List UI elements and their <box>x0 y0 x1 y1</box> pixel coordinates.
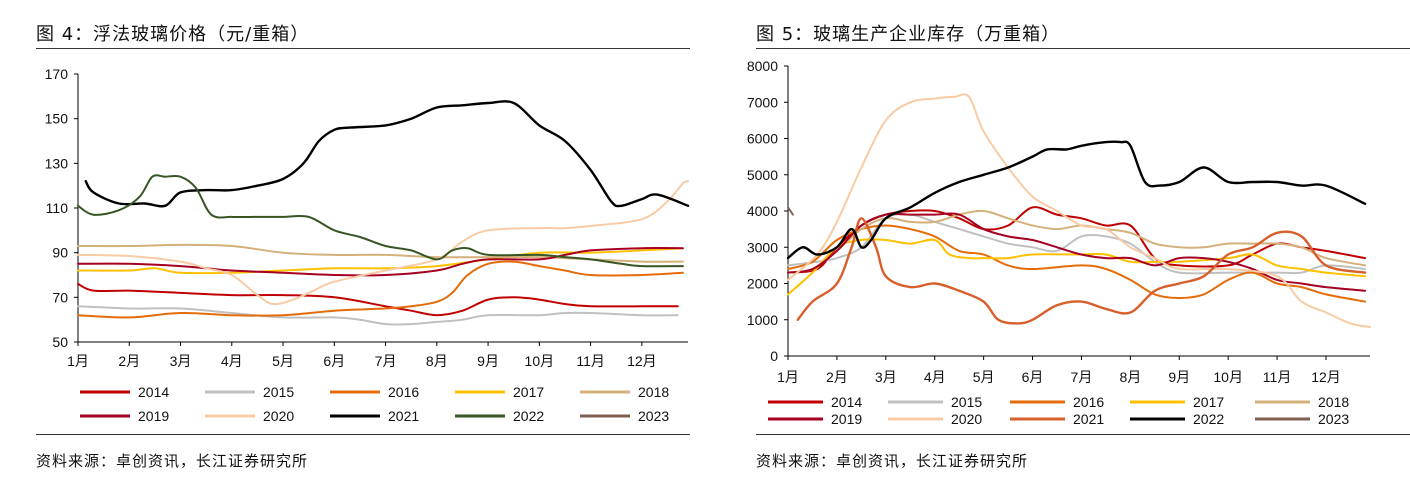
x-tick-label: 8月 <box>426 353 448 369</box>
series-line-2017 <box>77 247 684 275</box>
y-tick-label: 110 <box>46 200 69 216</box>
legend-label-2015: 2015 <box>263 384 294 400</box>
series-line-2020 <box>77 180 689 306</box>
legend-label-2014: 2014 <box>831 394 862 410</box>
left-figure: 图 4：浮法玻璃价格（元/重箱） 50 70 90 110 130 150 170 1月 2月 3… <box>0 0 690 482</box>
y-tick-label: 4000 <box>747 203 778 219</box>
series-line-2021 <box>84 100 690 208</box>
series-line-2016 <box>77 260 684 319</box>
x-tick-label: 10月 <box>1213 369 1243 385</box>
y-tick-label: 170 <box>45 66 69 82</box>
series-line-2022 <box>786 140 1367 260</box>
y-tick-label: 3000 <box>747 239 778 255</box>
source-note: 资料来源：卓创资讯，长江证券研究所 <box>36 452 309 470</box>
right-figure: 图 5：玻璃生产企业库存（万重箱） 0 1000 2000 3000 4000 5000 6… <box>720 0 1410 482</box>
legend-label-2023: 2023 <box>638 408 669 424</box>
y-tick-label: 0 <box>770 348 778 364</box>
series-line-2017 <box>787 238 1367 296</box>
legend-label-2018: 2018 <box>638 384 669 400</box>
x-tick-label: 6月 <box>1022 369 1044 385</box>
y-tick-label: 8000 <box>747 58 778 74</box>
legend-label-2023: 2023 <box>1318 411 1349 427</box>
legend-label-2016: 2016 <box>388 384 419 400</box>
x-tick-label: 3月 <box>170 353 192 369</box>
title-divider <box>36 48 690 49</box>
title-divider <box>756 48 1410 49</box>
y-tick-label: 50 <box>52 334 68 350</box>
source-note: 资料来源：卓创资讯，长江证券研究所 <box>756 452 1029 470</box>
series-line-2019 <box>787 212 1367 292</box>
bottom-divider <box>36 434 690 435</box>
x-tick-label: 2月 <box>826 369 848 385</box>
x-tick-label: 6月 <box>323 353 345 369</box>
x-tick-label: 12月 <box>1311 369 1341 385</box>
x-tick-label: 1月 <box>777 369 799 385</box>
series-line-2022 <box>77 174 684 268</box>
legend-label-2020: 2020 <box>263 408 294 424</box>
legend-label-2017: 2017 <box>513 384 544 400</box>
legend-label-2016: 2016 <box>1073 394 1104 410</box>
legend-label-2020: 2020 <box>951 411 982 427</box>
x-tick-label: 7月 <box>1071 369 1093 385</box>
y-tick-label: 130 <box>45 155 69 171</box>
legend-label-2021: 2021 <box>388 408 419 424</box>
x-tick-label: 9月 <box>1168 369 1190 385</box>
x-tick-label: 8月 <box>1119 369 1141 385</box>
x-tick-label: 3月 <box>875 369 897 385</box>
series-line-2023 <box>787 206 794 216</box>
y-tick-label: 6000 <box>747 131 778 147</box>
series-line-2014 <box>77 282 679 317</box>
legend-label-2022: 2022 <box>513 408 544 424</box>
price-chart: 50 70 90 110 130 150 170 1月 2月 3月 4月 5月 6月 7月 8月 9月 10月 1… <box>45 66 690 424</box>
legend-label-2015: 2015 <box>951 394 982 410</box>
legend-label-2019: 2019 <box>831 411 862 427</box>
x-tick-label: 11月 <box>1263 369 1292 385</box>
x-tick-label: 7月 <box>375 353 397 369</box>
legend-label-2017: 2017 <box>1193 394 1224 410</box>
series-line-2015 <box>77 305 679 326</box>
x-tick-label: 4月 <box>221 353 243 369</box>
y-tick-label: 5000 <box>747 167 778 183</box>
legend-label-2014: 2014 <box>138 384 169 400</box>
y-tick-label: 70 <box>52 289 68 305</box>
x-tick-label: 12月 <box>627 353 657 369</box>
y-tick-label: 150 <box>45 111 69 127</box>
y-tick-label: 7000 <box>747 94 778 110</box>
legend-label-2018: 2018 <box>1318 394 1349 410</box>
x-tick-label: 1月 <box>67 353 89 369</box>
x-tick-label: 9月 <box>477 353 499 369</box>
x-tick-label: 4月 <box>924 369 946 385</box>
bottom-divider <box>756 434 1410 435</box>
x-tick-label: 11月 <box>576 353 605 369</box>
series-line-2019 <box>77 247 684 277</box>
series-line-2020 <box>787 93 1371 328</box>
y-tick-label: 2000 <box>747 276 778 292</box>
legend-label-2022: 2022 <box>1193 411 1224 427</box>
figure-title: 图 5：玻璃生产企业库存（万重箱） <box>756 24 1061 45</box>
legend-label-2019: 2019 <box>138 408 169 424</box>
x-tick-label: 5月 <box>272 353 294 369</box>
x-tick-label: 10月 <box>525 353 555 369</box>
x-tick-label: 5月 <box>973 369 995 385</box>
figure-title: 图 4：浮法玻璃价格（元/重箱） <box>36 24 310 45</box>
series-line-2021 <box>796 217 1367 325</box>
x-tick-label: 2月 <box>118 353 140 369</box>
inventory-chart: 0 1000 2000 3000 4000 5000 6000 7000 8000 1月 2月 3月 4… <box>747 58 1371 427</box>
legend-label-2021: 2021 <box>1073 411 1104 427</box>
y-tick-label: 90 <box>52 245 68 261</box>
y-tick-label: 1000 <box>747 312 778 328</box>
